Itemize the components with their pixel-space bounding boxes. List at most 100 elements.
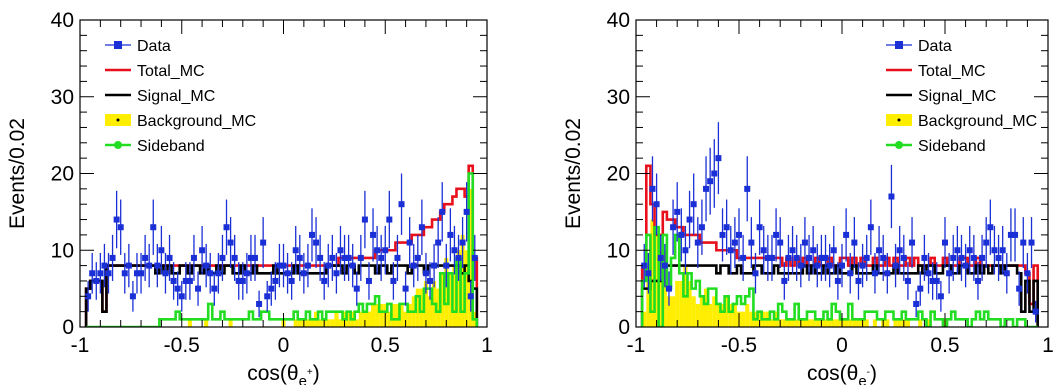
background-mc-bin [856,319,861,327]
data-point [410,262,417,269]
chart-panel-left: 0 10 20 30 40 -1 -0.5 0 0.5 1 Events/0.02 cos(θe+) D… [6,9,493,385]
background-mc-bin [786,319,791,327]
y-tick-label: 20 [607,163,630,186]
background-mc-bin [464,250,469,327]
data-point [999,247,1006,254]
data-point [268,285,275,292]
data-point [231,254,238,261]
x-tick-label: 0 [836,334,848,357]
legend-label: Data [137,38,171,55]
data-point [109,254,116,261]
background-mc-bin [695,303,700,327]
data-point [904,277,911,284]
data-point [892,262,899,269]
data-point [190,254,197,261]
data-point [308,231,315,238]
data-point [768,254,775,261]
data-point [1024,270,1031,277]
data-point [777,239,784,246]
data-point [900,254,907,261]
sideband-line [86,172,479,327]
data-point [443,262,450,269]
data-point [235,277,242,284]
background-mc-bin [885,319,890,327]
data-point [166,254,173,261]
background-mc-bin [666,296,672,327]
data-point [227,239,234,246]
data-point [1028,239,1035,246]
background-mc-bin [691,296,696,327]
data-point [764,254,771,261]
background-mc-bin [346,311,351,327]
data-point [414,254,421,261]
background-mc-bin [440,273,445,327]
y-tick-label: 0 [62,316,74,339]
data-point [321,277,328,284]
legend-background-dot [116,118,120,122]
legend-background-dot [897,118,901,122]
data-point [390,277,397,284]
data-point [793,254,800,261]
x-tick-label: 0 [278,334,290,357]
x-axis-label: cos(θe-) [807,362,877,385]
background-mc-bin [444,257,449,327]
legend-label: Signal_MC [918,88,996,105]
background-mc-bin [448,273,453,327]
background-mc-bin [897,319,902,327]
legend-label: Sideband [137,138,205,155]
data-point [182,277,189,284]
legend-label: Total_MC [137,63,205,80]
data-point [929,277,936,284]
background-mc-bin [399,303,404,327]
data-point [341,254,348,261]
data-point [422,270,429,277]
plot-area [84,164,479,327]
x-axis-label: cos(θe+) [247,362,320,385]
data-point [296,254,303,261]
data-point [215,270,222,277]
x-axis-label-sup: - [867,367,870,378]
data-point [276,262,283,269]
background-mc-bin [452,265,457,327]
data-point [744,185,751,192]
data-point [471,254,478,261]
background-mc-bin [204,319,209,327]
background-mc-bin [395,303,400,327]
background-mc-bin [794,319,799,327]
data-point [954,247,961,254]
background-mc-bin [407,303,412,327]
data-point [781,277,788,284]
legend-label: Data [918,38,952,55]
background-mc-bin [415,288,420,327]
data-point [186,277,193,284]
background-mc-bin [671,296,676,327]
data-point [223,224,230,231]
y-tick-label: 10 [51,239,74,262]
x-axis-label-sub: e [858,373,866,385]
background-mc-bin [326,319,331,327]
background-mc-bin [375,303,380,327]
data-point [313,239,320,246]
legend-label: Signal_MC [137,88,215,105]
data-point [219,254,226,261]
data-point [353,285,360,292]
background-mc-bin [658,250,663,327]
y-tick-label: 20 [51,163,74,186]
background-mc-bin [769,319,775,327]
data-point [382,247,389,254]
data-point [361,216,368,223]
background-mc-bin [741,311,746,327]
background-mc-bin [662,250,667,327]
background-mc-bin [724,296,729,327]
data-point [158,247,165,254]
data-point [121,270,128,277]
data-point [756,224,763,231]
data-point [272,277,279,284]
data-point [101,262,108,269]
data-point [867,224,874,231]
background-mc-bin [468,188,473,327]
data-point [657,254,664,261]
background-mc-bin [831,319,836,327]
data-point [105,270,112,277]
data-point [839,262,845,269]
